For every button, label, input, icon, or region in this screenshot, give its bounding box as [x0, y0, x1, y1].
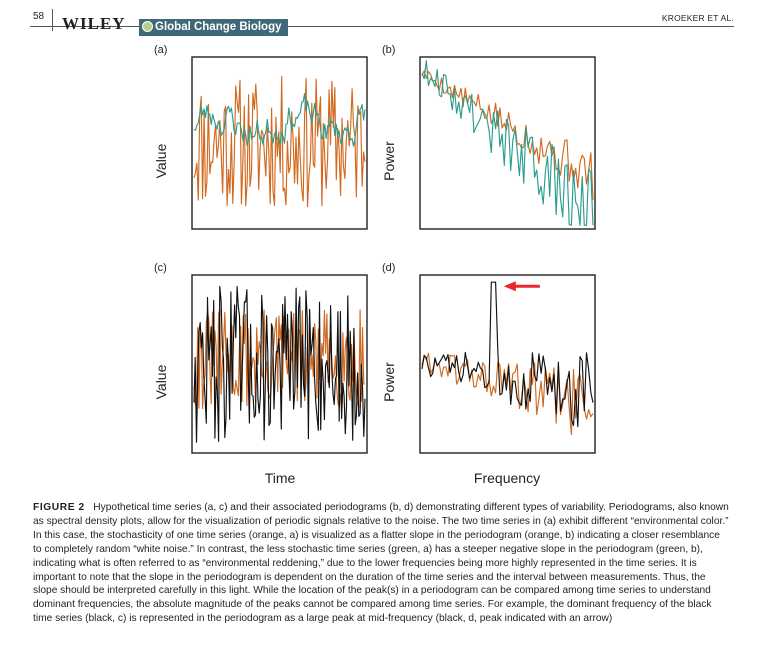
figure-2: (a) Value (b) Power (c) Value (d) Power Time Fr…	[153, 44, 596, 486]
page-number: 58	[33, 11, 45, 22]
panel-label-b: (b)	[382, 44, 395, 56]
globe-icon	[142, 21, 153, 32]
panel-label-a: (a)	[154, 44, 167, 56]
panel-a-series-2-line	[193, 93, 366, 147]
header-divider-vertical	[52, 9, 53, 31]
panel-c-y-axis-label: Value	[153, 364, 169, 399]
panel-d-y-axis-label: Power	[381, 362, 397, 402]
panel-a-y-axis-label: Value	[153, 143, 169, 178]
journal-badge: Global Change Biology	[139, 19, 288, 36]
figure-caption: FIGURE 2 Hypothetical time series (a, c)…	[33, 501, 730, 626]
publisher-logo: WILEY	[62, 14, 126, 33]
panel-c-series-2-line	[193, 285, 366, 443]
caption-text: Hypothetical time series (a, c) and thei…	[33, 502, 729, 625]
panel-b-y-axis-label: Power	[381, 141, 397, 181]
x-axis-label-time: Time	[265, 470, 296, 486]
panel-b-series-2-line	[421, 60, 594, 226]
figure-panels: (a) Value (b) Power (c) Value (d) Power	[153, 44, 596, 454]
caption-title: FIGURE 2	[33, 502, 85, 513]
x-axis-label-frequency: Frequency	[474, 470, 540, 486]
panel-c-frame	[191, 274, 368, 454]
header-rule	[30, 26, 734, 27]
panel-label-c: (c)	[154, 262, 167, 274]
panel-a-series-1-line	[193, 75, 366, 208]
panel-a-frame	[191, 56, 368, 230]
panel-b-frame	[419, 56, 596, 230]
panel-c-series-1-line	[193, 308, 366, 413]
peak-arrow-icon	[503, 281, 516, 292]
panel-d-frame	[419, 274, 596, 454]
panel-d-series-1-line	[421, 352, 594, 436]
running-head: KROEKER ET AL.	[661, 13, 734, 23]
panel-d-series-2-line	[421, 281, 594, 428]
journal-title: Global Change Biology	[155, 21, 282, 33]
panel-label-d: (d)	[382, 262, 395, 274]
